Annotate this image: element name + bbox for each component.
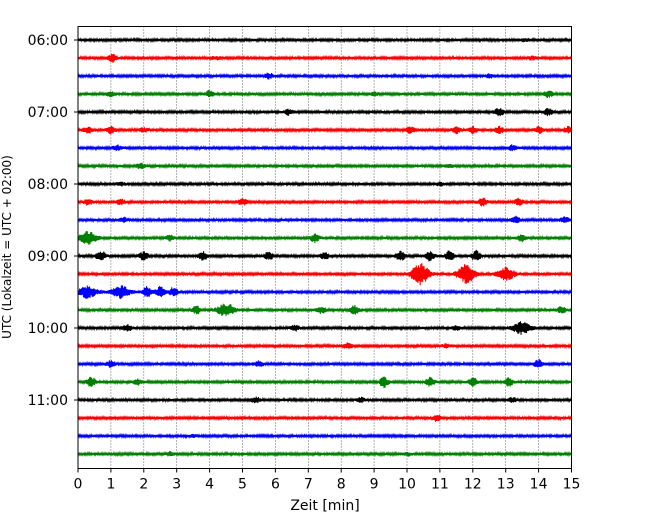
trace-line	[77, 376, 572, 389]
trace-line	[77, 215, 572, 224]
trace-line	[77, 285, 572, 300]
y-tick-label: 07:00	[28, 105, 68, 121]
trace-line	[77, 197, 572, 207]
x-tick-label: 3	[172, 477, 181, 493]
y-tick-label: 09:00	[28, 249, 68, 265]
trace-line	[77, 230, 572, 246]
trace-line	[77, 107, 572, 117]
x-tick-label: 2	[139, 477, 148, 493]
x-tick-label: 6	[271, 477, 280, 493]
x-tick-label: 12	[464, 477, 482, 493]
x-tick-label: 10	[398, 477, 416, 493]
trace-line	[77, 303, 572, 317]
trace-line	[77, 144, 572, 152]
trace-line	[77, 358, 572, 369]
plot-frame	[77, 26, 572, 469]
x-tick-label: 1	[106, 477, 115, 493]
y-tick-label: 06:00	[28, 33, 68, 49]
trace-line	[77, 249, 572, 262]
x-tick-label: 4	[205, 477, 214, 493]
x-tick-label: 8	[337, 477, 346, 493]
x-axis: 0 1 2 3 4 5 6 7 8 9 10 11 12 13 14 15	[74, 468, 581, 493]
y-axis-label: UTC (Lokalzeit = UTC + 02:00)	[0, 155, 14, 339]
y-tick-label: 11:00	[28, 393, 68, 409]
x-tick-label: 5	[238, 477, 247, 493]
x-tick-label: 13	[497, 477, 515, 493]
trace-line	[77, 89, 572, 98]
trace-line	[77, 72, 572, 80]
traces-group	[77, 36, 572, 458]
trace-line	[77, 321, 572, 335]
trace-line	[77, 450, 572, 458]
trace-line	[77, 396, 572, 404]
x-tick-label: 7	[304, 477, 313, 493]
x-axis-label: Zeit [min]	[290, 498, 359, 514]
trace-line	[77, 162, 572, 170]
trace-line	[77, 180, 572, 188]
trace-line	[77, 125, 572, 135]
trace-line	[77, 263, 572, 286]
x-tick-label: 0	[74, 477, 83, 493]
trace-line	[77, 432, 572, 440]
y-tick-label: 10:00	[28, 321, 68, 337]
trace-line	[77, 53, 572, 64]
x-tick-label: 14	[530, 477, 548, 493]
trace-line	[77, 342, 572, 350]
x-tick-label: 11	[431, 477, 449, 493]
x-tick-label: 15	[563, 477, 581, 493]
y-axis: 06:00 07:00 08:00 09:00 10:00 11:00	[28, 33, 78, 409]
trace-line	[77, 414, 572, 422]
trace-line	[77, 36, 572, 44]
x-tick-label: 9	[370, 477, 379, 493]
y-tick-label: 08:00	[28, 177, 68, 193]
